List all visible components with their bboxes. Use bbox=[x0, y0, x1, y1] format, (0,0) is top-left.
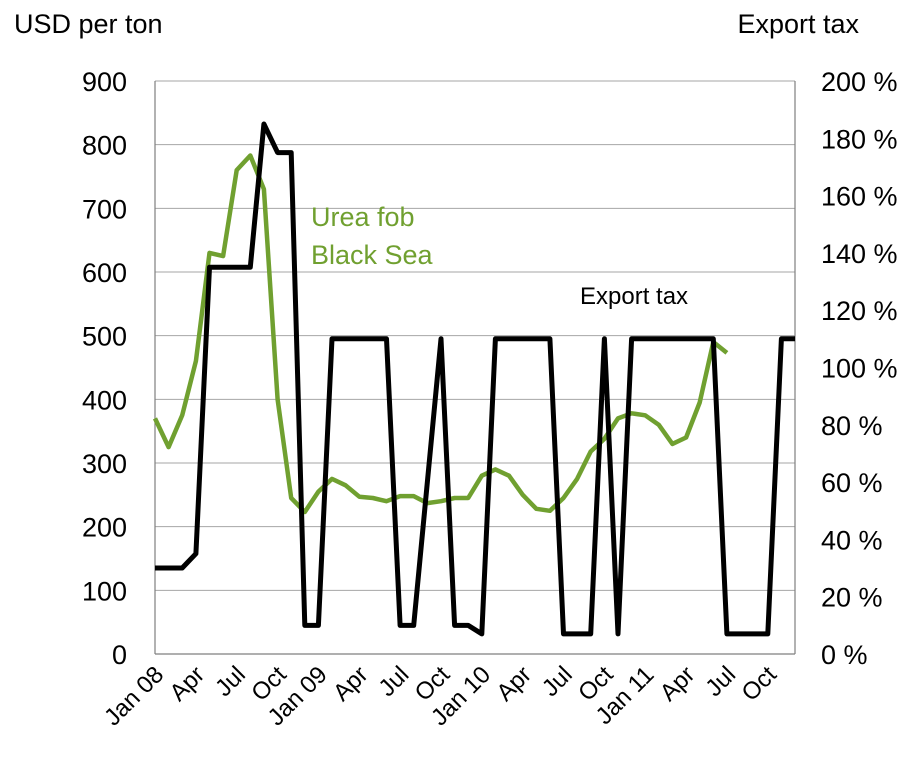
urea-series-label-line1: Urea fob bbox=[311, 202, 415, 232]
y-right-tick-labels: 0 % 20 % 40 % 60 % 80 % 100 % 120 % 140 % 160 % 1… bbox=[821, 67, 898, 670]
urea-series-label-line2: Black Sea bbox=[311, 240, 434, 270]
y-right-tick-label: 40 % bbox=[821, 525, 883, 555]
right-axis-title: Export tax bbox=[737, 9, 859, 39]
y-left-tick-label: 400 bbox=[82, 385, 127, 415]
x-tick-label: Apr bbox=[165, 661, 211, 707]
left-axis-title: USD per ton bbox=[14, 9, 163, 39]
gridlines bbox=[155, 80, 795, 591]
y-left-tick-label: 900 bbox=[82, 67, 127, 97]
y-left-tick-label: 300 bbox=[82, 449, 127, 479]
x-tick-label: Apr bbox=[655, 661, 701, 707]
y-left-tick-label: 700 bbox=[82, 194, 127, 224]
x-tick-label: Jul bbox=[374, 661, 415, 702]
export-tax-points bbox=[154, 123, 796, 634]
x-tick-label: Apr bbox=[491, 661, 537, 707]
y-right-tick-label: 100 % bbox=[821, 354, 898, 384]
urea-price-line bbox=[152, 153, 729, 515]
y-left-tick-label: 100 bbox=[82, 576, 127, 606]
y-right-tick-label: 140 % bbox=[821, 239, 898, 269]
y-right-tick-label: 80 % bbox=[821, 411, 883, 441]
series-layer bbox=[152, 121, 796, 637]
urea-price-points bbox=[154, 155, 727, 513]
y-left-tick-label: 600 bbox=[82, 258, 127, 288]
y-right-tick-label: 200 % bbox=[821, 67, 898, 97]
export-tax-line bbox=[155, 121, 795, 637]
x-tick-label: Apr bbox=[328, 661, 374, 707]
y-right-tick-label: 60 % bbox=[821, 468, 883, 498]
y-left-tick-labels: 0 100 200 300 400 500 600 700 800 900 bbox=[82, 67, 127, 670]
y-right-tick-label: 0 % bbox=[821, 640, 868, 670]
axes bbox=[154, 81, 796, 655]
y-right-tick-label: 180 % bbox=[821, 124, 898, 154]
y-right-tick-label: 20 % bbox=[821, 583, 883, 613]
x-tick-label: Jan 08 bbox=[99, 661, 169, 731]
x-tick-label: Oct bbox=[737, 661, 783, 707]
x-tick-label: Jul bbox=[210, 661, 251, 702]
y-left-tick-label: 800 bbox=[82, 131, 127, 161]
y-left-tick-label: 200 bbox=[82, 513, 127, 543]
y-right-tick-label: 160 % bbox=[821, 182, 898, 212]
x-tick-label: Jul bbox=[700, 661, 741, 702]
x-tick-label: Jul bbox=[537, 661, 578, 702]
y-right-tick-label: 120 % bbox=[821, 296, 898, 326]
y-left-tick-label: 0 bbox=[112, 640, 127, 670]
y-left-tick-label: 500 bbox=[82, 322, 127, 352]
export-tax-series-label: Export tax bbox=[580, 283, 688, 310]
